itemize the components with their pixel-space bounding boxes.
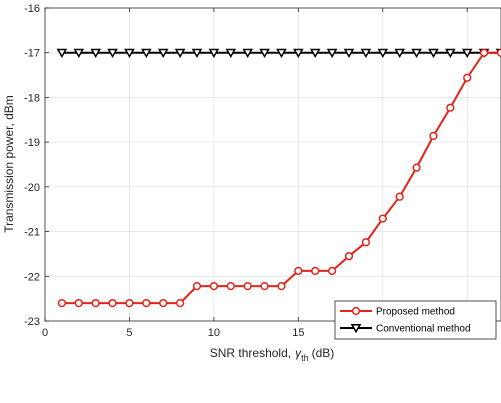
legend: Proposed method Conventional method [334, 300, 497, 340]
data-point-proposed-method [412, 163, 421, 172]
x-tick-label: 15 [292, 327, 304, 339]
data-point-proposed-method [429, 131, 438, 141]
data-point-conventional-method [56, 48, 68, 59]
legend-marker-proposed [351, 306, 361, 316]
x-tick-label: 10 [208, 327, 220, 339]
data-point-conventional-method [276, 48, 287, 59]
data-point-proposed-method [344, 252, 354, 261]
series-conventional-method [56, 48, 501, 59]
y-tick-label: -16 [24, 3, 40, 15]
data-point-proposed-method [496, 48, 501, 57]
legend-box [334, 300, 497, 340]
data-point-proposed-method [243, 281, 252, 291]
data-point-conventional-method [461, 48, 473, 59]
data-point-conventional-method [157, 48, 169, 59]
data-point-conventional-method [360, 48, 372, 59]
plot-area-frame [44, 7, 501, 322]
data-point-proposed-method [91, 298, 100, 308]
data-point-proposed-method [294, 266, 303, 276]
y-tick-label: -20 [24, 182, 40, 194]
x-axis-label-subscript: th [301, 353, 309, 363]
x-axis-label-main: SNR threshold, [210, 346, 291, 360]
data-point-conventional-method [428, 48, 439, 59]
legend-label-conventional: Conventional method [376, 324, 471, 335]
series-line-proposed-method [61, 51, 501, 305]
legend-entry-conventional: Conventional method [340, 324, 471, 335]
data-point-proposed-method [192, 281, 202, 291]
x-tick-label: 5 [126, 327, 132, 339]
y-axis-label: Transmission power, dBm [2, 95, 16, 233]
data-point-conventional-method [208, 48, 220, 59]
data-point-conventional-method [326, 48, 338, 59]
data-point-conventional-method [343, 48, 355, 59]
y-tick-label: -21 [24, 227, 40, 239]
data-point-conventional-method [124, 48, 135, 59]
data-point-conventional-method [141, 48, 152, 59]
data-point-proposed-method [209, 281, 219, 291]
data-point-conventional-method [394, 48, 405, 59]
y-tick-label: -19 [24, 137, 40, 149]
data-point-conventional-method [377, 48, 389, 59]
data-point-proposed-method [226, 281, 235, 291]
data-point-proposed-method [125, 298, 134, 308]
data-point-proposed-method [327, 266, 337, 276]
data-point-conventional-method [309, 48, 321, 59]
x-axis-label-unit: (dB) [312, 346, 335, 360]
data-point-conventional-method [242, 48, 253, 59]
data-point-proposed-method [446, 103, 455, 112]
data-point-proposed-method [479, 48, 489, 57]
x-axis-label-symbol: γ [295, 346, 302, 360]
legend-entry-proposed: Proposed method [340, 307, 455, 318]
data-point-conventional-method [107, 48, 118, 59]
data-point-conventional-method [445, 48, 456, 59]
data-point-conventional-method [90, 48, 101, 59]
series-group [56, 48, 501, 308]
data-point-conventional-method [73, 48, 85, 59]
data-point-proposed-method [311, 266, 320, 276]
data-point-proposed-method [57, 298, 67, 308]
y-tick-label: -22 [24, 271, 40, 283]
data-point-proposed-method [378, 214, 387, 223]
data-point-proposed-method [159, 298, 168, 308]
data-point-proposed-method [463, 73, 472, 82]
data-point-conventional-method [411, 48, 422, 59]
series-proposed-method [57, 48, 501, 308]
data-point-proposed-method [361, 238, 371, 247]
data-point-proposed-method [277, 281, 286, 291]
x-axis-label: SNR threshold, γth (dB) [210, 346, 335, 363]
data-point-proposed-method [395, 192, 404, 201]
y-tick-label: -23 [24, 316, 40, 328]
data-point-conventional-method [191, 48, 203, 59]
data-point-conventional-method [225, 48, 237, 59]
data-point-conventional-method [259, 48, 270, 59]
data-point-conventional-method [174, 48, 186, 59]
data-point-conventional-method [293, 48, 304, 59]
data-point-proposed-method [175, 298, 185, 308]
x-tick-label: 0 [42, 327, 48, 339]
data-point-proposed-method [142, 298, 151, 308]
legend-marker-conventional [350, 324, 362, 334]
y-tick-label: -17 [24, 48, 40, 60]
y-tick-label: -18 [24, 92, 40, 104]
data-point-proposed-method [260, 281, 269, 291]
data-point-proposed-method [74, 298, 83, 308]
data-point-proposed-method [108, 298, 117, 308]
legend-label-proposed: Proposed method [376, 307, 455, 318]
